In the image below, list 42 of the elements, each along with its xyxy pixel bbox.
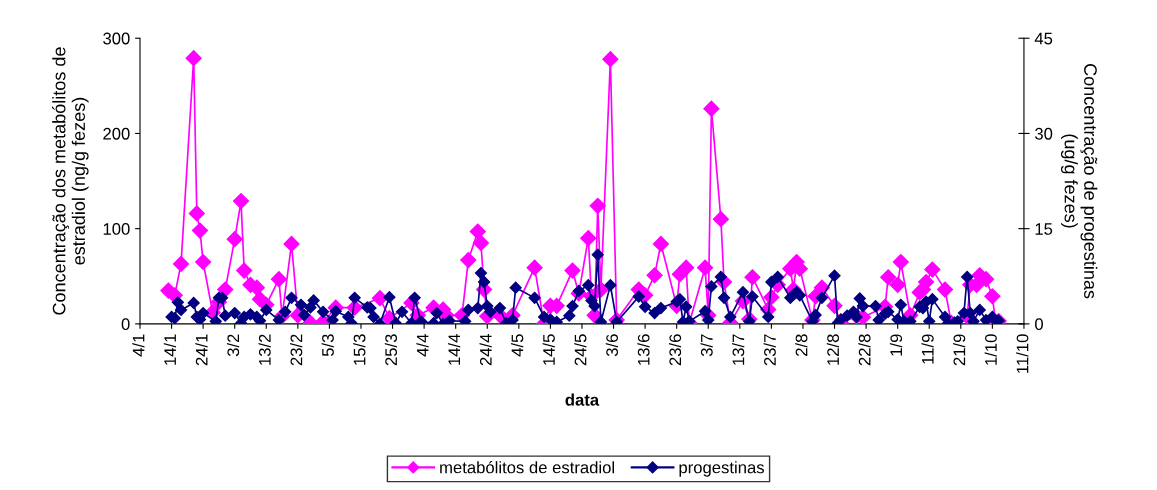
x-axis-title: data: [565, 393, 600, 406]
x-tick-label: 1/10: [984, 334, 997, 365]
y-tick-label: 300: [103, 32, 130, 45]
x-tick-label: 11/10: [1016, 334, 1029, 373]
x-tick-label: 4/1: [132, 334, 145, 357]
x-tick-label: 4/4: [416, 334, 429, 357]
x-tick-label: 2/8: [795, 334, 808, 356]
x-tick-label: 13/2: [258, 334, 271, 365]
x-tick-label: 14/4: [447, 334, 461, 365]
x-tick-label: 24/1: [195, 334, 208, 366]
x-tick-label: 24/4: [479, 334, 492, 366]
x-tick-label: 14/5: [542, 334, 555, 365]
y2-tick-label: 15: [1035, 223, 1053, 235]
legend-label: progestinas: [679, 461, 764, 477]
x-tick-label: 3/2: [226, 334, 240, 357]
x-tick-label: 23/6: [668, 334, 682, 366]
x-tick-label: 21/9: [953, 334, 966, 366]
x-tick-label: 15/3: [353, 334, 366, 365]
x-tick-label: 25/3: [384, 334, 398, 366]
y2-tick-label: 30: [1035, 127, 1053, 140]
y-axis-title: Concentração dos metabólitos de estradiol (ng/g fezes): [52, 47, 89, 315]
x-tick-label: 1/9: [889, 334, 903, 356]
y-tick-label: 100: [103, 223, 130, 235]
x-tick-label: 3/6: [605, 334, 619, 357]
x-tick-label: 23/7: [763, 334, 776, 366]
x-tick-label: 12/8: [826, 334, 839, 365]
x-tick-label: 11/9: [921, 334, 934, 364]
legend-label: metabólitos de estradiol: [440, 460, 614, 474]
y2-tick-label: 0: [1035, 318, 1043, 331]
y-tick-label: 200: [103, 127, 130, 140]
y2-axis-title: Concentração de progestinas (ug/g fezes): [1060, 64, 1098, 299]
x-tick-label: 3/7: [700, 334, 713, 357]
y2-tick-label: 45: [1034, 32, 1053, 45]
x-tick-label: 24/5: [574, 334, 587, 366]
x-tick-label: 23/2: [290, 334, 303, 366]
x-tick-label: 14/1: [163, 334, 177, 365]
x-tick-label: 4/5: [511, 334, 524, 357]
x-tick-label: 5/3: [321, 334, 334, 357]
x-tick-label: 22/8: [858, 334, 871, 366]
x-tick-label: 13/7: [732, 334, 745, 365]
x-tick-label: 13/6: [637, 334, 650, 365]
y-tick-label: 0: [121, 318, 130, 331]
